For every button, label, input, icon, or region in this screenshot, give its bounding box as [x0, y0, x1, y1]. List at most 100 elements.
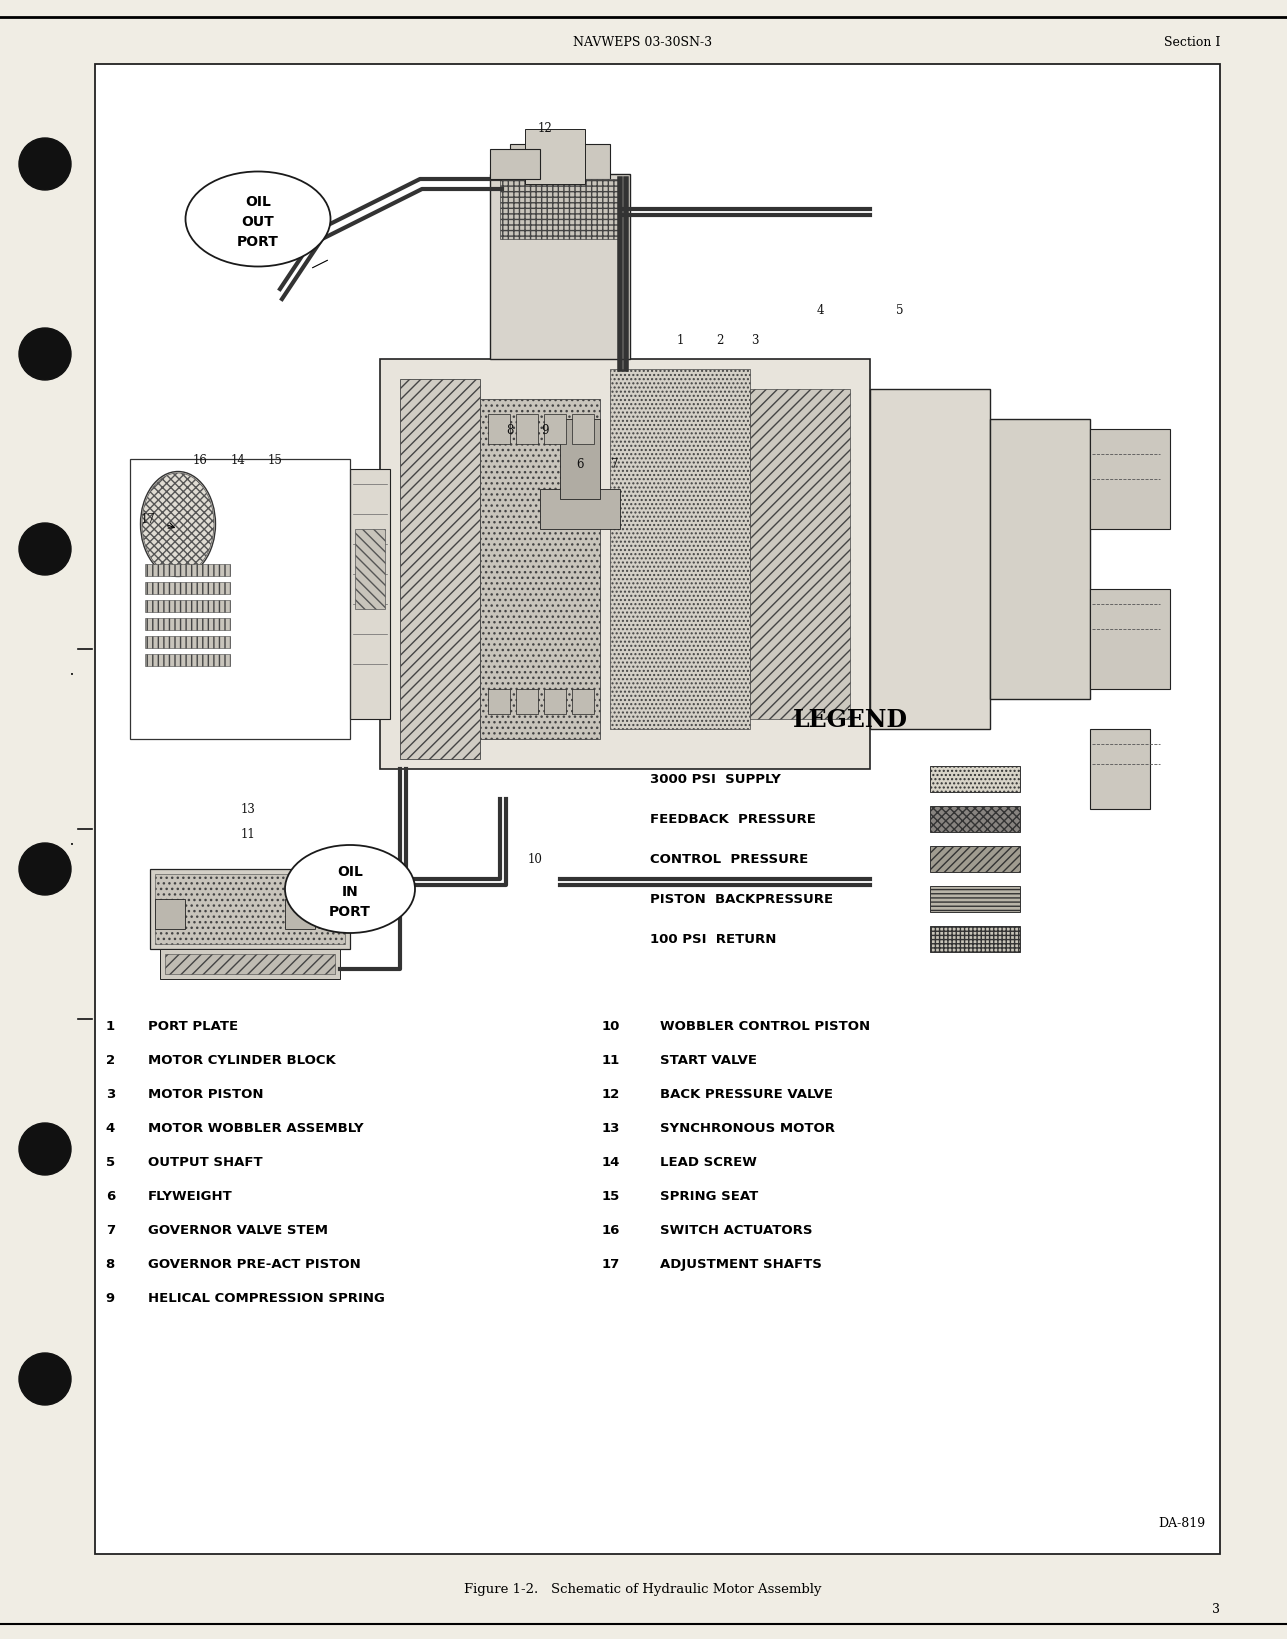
Bar [1090, 729, 1151, 810]
Text: 14: 14 [601, 1155, 620, 1169]
Bar [870, 390, 990, 729]
Text: FEEDBACK  PRESSURE: FEEDBACK PRESSURE [650, 813, 816, 826]
Text: 8: 8 [106, 1257, 115, 1270]
Text: 3: 3 [752, 333, 759, 346]
Bar [154, 900, 185, 929]
Text: MOTOR WOBBLER ASSEMBLY: MOTOR WOBBLER ASSEMBLY [148, 1121, 364, 1134]
Text: 5: 5 [896, 303, 903, 316]
Bar [544, 690, 566, 715]
Text: 7: 7 [611, 459, 619, 472]
Text: 13: 13 [241, 803, 255, 816]
Text: 9: 9 [542, 423, 548, 436]
Bar [488, 690, 510, 715]
Text: START VALVE: START VALVE [660, 1054, 757, 1067]
Bar [151, 869, 350, 949]
Text: 12: 12 [602, 1087, 620, 1100]
Text: 2: 2 [106, 1054, 115, 1067]
Text: OUT: OUT [242, 215, 274, 229]
Text: CONTROL  PRESSURE: CONTROL PRESSURE [650, 852, 808, 865]
Bar [380, 361, 870, 770]
Text: PORT: PORT [237, 234, 279, 249]
Bar [284, 900, 315, 929]
Ellipse shape [140, 472, 215, 577]
Text: 3: 3 [106, 1087, 115, 1100]
Text: 16: 16 [601, 1223, 620, 1236]
Text: 16: 16 [193, 454, 207, 465]
Bar [525, 129, 586, 185]
Text: 17: 17 [140, 513, 156, 526]
Bar [350, 470, 390, 720]
Bar [95, 66, 1220, 1554]
Text: ADJUSTMENT SHAFTS: ADJUSTMENT SHAFTS [660, 1257, 822, 1270]
Text: FLYWEIGHT: FLYWEIGHT [148, 1190, 233, 1203]
Bar [100, 80, 1215, 980]
Text: 5: 5 [106, 1155, 115, 1169]
Text: HELICAL COMPRESSION SPRING: HELICAL COMPRESSION SPRING [148, 1292, 385, 1305]
Bar [355, 529, 385, 610]
Text: •: • [69, 672, 73, 677]
Bar [165, 954, 335, 975]
Bar [1090, 590, 1170, 690]
Bar [400, 380, 480, 759]
Text: 100 PSI  RETURN: 100 PSI RETURN [650, 933, 776, 946]
Bar [1090, 429, 1170, 529]
Bar [516, 415, 538, 444]
Bar [750, 390, 849, 720]
Ellipse shape [185, 172, 331, 267]
Text: •: • [69, 841, 73, 847]
Text: 7: 7 [106, 1223, 115, 1236]
Text: 3000 PSI  SUPPLY: 3000 PSI SUPPLY [650, 774, 781, 787]
Text: SYNCHRONOUS MOTOR: SYNCHRONOUS MOTOR [660, 1121, 835, 1134]
Text: PORT PLATE: PORT PLATE [148, 1019, 238, 1033]
Text: 6: 6 [577, 459, 584, 472]
Text: GOVERNOR VALVE STEM: GOVERNOR VALVE STEM [148, 1223, 328, 1236]
Text: 6: 6 [106, 1190, 115, 1203]
Text: MOTOR PISTON: MOTOR PISTON [148, 1087, 264, 1100]
Text: 2: 2 [717, 333, 723, 346]
Text: GOVERNOR PRE-ACT PISTON: GOVERNOR PRE-ACT PISTON [148, 1257, 360, 1270]
Bar [931, 767, 1021, 793]
Ellipse shape [284, 846, 414, 934]
Bar [931, 926, 1021, 952]
Bar [501, 180, 620, 239]
Bar [145, 565, 230, 577]
Circle shape [19, 1123, 71, 1175]
Text: PISTON  BACKPRESSURE: PISTON BACKPRESSURE [650, 893, 833, 906]
Bar [154, 875, 345, 944]
Bar [610, 370, 750, 729]
Text: IN: IN [341, 885, 358, 898]
Text: 3: 3 [1212, 1603, 1220, 1616]
Text: SWITCH ACTUATORS: SWITCH ACTUATORS [660, 1223, 812, 1236]
Text: BACK PRESSURE VALVE: BACK PRESSURE VALVE [660, 1087, 833, 1100]
Bar [931, 806, 1021, 833]
Circle shape [19, 524, 71, 575]
Circle shape [19, 844, 71, 895]
Text: LEAD SCREW: LEAD SCREW [660, 1155, 757, 1169]
Bar [480, 400, 600, 739]
Text: MOTOR CYLINDER BLOCK: MOTOR CYLINDER BLOCK [148, 1054, 336, 1067]
Text: 10: 10 [528, 852, 542, 865]
Bar [560, 420, 600, 500]
Text: NAVWEPS 03-30SN-3: NAVWEPS 03-30SN-3 [574, 36, 713, 49]
Text: WOBBLER CONTROL PISTON: WOBBLER CONTROL PISTON [660, 1019, 870, 1033]
Text: 8: 8 [506, 423, 514, 436]
Text: LEGEND: LEGEND [793, 708, 907, 731]
Bar [571, 415, 595, 444]
Text: 12: 12 [538, 121, 552, 134]
Bar [571, 690, 595, 715]
Text: DA-819: DA-819 [1158, 1516, 1205, 1529]
Text: 4: 4 [106, 1121, 115, 1134]
Bar [490, 149, 541, 180]
Text: 4: 4 [816, 303, 824, 316]
Text: 11: 11 [241, 828, 255, 841]
Bar [130, 459, 350, 739]
Bar [990, 420, 1090, 700]
Text: 14: 14 [230, 454, 246, 465]
Bar [544, 415, 566, 444]
Bar [541, 490, 620, 529]
Bar [160, 949, 340, 980]
Bar [516, 690, 538, 715]
Bar [488, 415, 510, 444]
Bar [931, 846, 1021, 872]
Text: SPRING SEAT: SPRING SEAT [660, 1190, 758, 1203]
